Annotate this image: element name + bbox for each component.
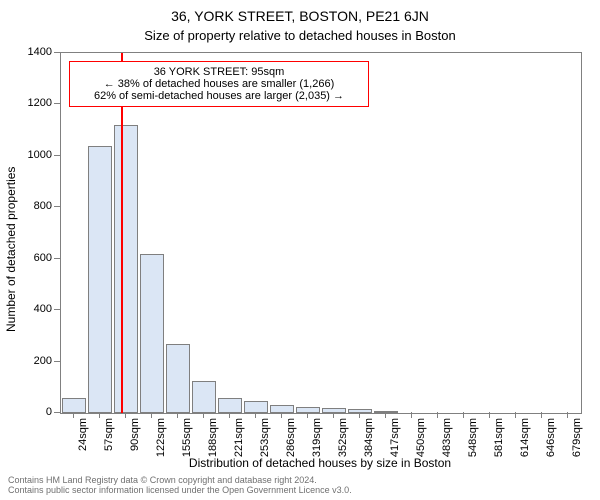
x-tick-mark xyxy=(515,412,516,418)
y-tick-label: 200 xyxy=(2,355,52,367)
x-tick-label: 221sqm xyxy=(233,418,245,457)
bar xyxy=(166,344,189,413)
y-tick-label: 600 xyxy=(2,252,52,264)
bar xyxy=(218,398,241,413)
x-tick-mark xyxy=(229,412,230,418)
annotation-line-1: 36 YORK STREET: 95sqm xyxy=(74,66,364,78)
x-tick-label: 352sqm xyxy=(337,418,349,457)
x-tick-label: 646sqm xyxy=(545,418,557,457)
x-axis-label: Distribution of detached houses by size … xyxy=(60,456,580,470)
x-tick-label: 155sqm xyxy=(181,418,193,457)
y-tick-label: 1400 xyxy=(2,46,52,58)
annotation-line-3: 62% of semi-detached houses are larger (… xyxy=(74,90,364,102)
x-tick-mark xyxy=(125,412,126,418)
x-tick-mark xyxy=(489,412,490,418)
bar xyxy=(114,125,137,413)
x-tick-mark xyxy=(255,412,256,418)
x-tick-mark xyxy=(177,412,178,418)
y-tick-label: 1000 xyxy=(2,149,52,161)
chart-container: 36, YORK STREET, BOSTON, PE21 6JN Size o… xyxy=(0,0,600,500)
x-tick-mark xyxy=(281,412,282,418)
x-tick-label: 286sqm xyxy=(285,418,297,457)
x-tick-label: 24sqm xyxy=(77,418,89,451)
bar xyxy=(88,146,111,413)
x-tick-mark xyxy=(73,412,74,418)
x-tick-label: 319sqm xyxy=(311,418,323,457)
reference-line xyxy=(121,53,123,413)
x-tick-label: 384sqm xyxy=(363,418,375,457)
annotation-box: 36 YORK STREET: 95sqm ← 38% of detached … xyxy=(69,61,369,107)
x-tick-mark xyxy=(541,412,542,418)
x-tick-mark xyxy=(359,412,360,418)
chart-subtitle: Size of property relative to detached ho… xyxy=(0,28,600,43)
x-tick-mark xyxy=(203,412,204,418)
bars-group xyxy=(61,53,581,413)
x-tick-mark xyxy=(333,412,334,418)
x-tick-mark xyxy=(463,412,464,418)
annotation-line-2: ← 38% of detached houses are smaller (1,… xyxy=(74,78,364,90)
x-tick-label: 188sqm xyxy=(207,418,219,457)
footer-line-2: Contains public sector information licen… xyxy=(8,486,352,496)
x-axis: 24sqm 57sqm 90sqm 122sqm 155sqm 188sqm 221sqm 2… xyxy=(60,412,580,462)
bar xyxy=(140,254,163,413)
x-tick-mark xyxy=(437,412,438,418)
y-axis: 0200400600800100012001400 xyxy=(0,52,60,412)
x-tick-label: 581sqm xyxy=(493,418,505,457)
x-tick-mark xyxy=(151,412,152,418)
x-tick-mark xyxy=(99,412,100,418)
x-tick-label: 614sqm xyxy=(519,418,531,457)
x-tick-mark xyxy=(385,412,386,418)
plot-area: 36 YORK STREET: 95sqm ← 38% of detached … xyxy=(60,52,582,414)
x-tick-label: 679sqm xyxy=(571,418,583,457)
x-tick-label: 122sqm xyxy=(155,418,167,457)
x-tick-label: 57sqm xyxy=(103,418,115,451)
x-tick-label: 548sqm xyxy=(467,418,479,457)
bar xyxy=(192,381,215,413)
x-tick-label: 450sqm xyxy=(415,418,427,457)
y-tick-label: 1200 xyxy=(2,97,52,109)
x-tick-label: 253sqm xyxy=(259,418,271,457)
x-tick-mark xyxy=(307,412,308,418)
x-tick-label: 90sqm xyxy=(129,418,141,451)
y-tick-label: 400 xyxy=(2,303,52,315)
x-tick-label: 417sqm xyxy=(389,418,401,457)
chart-title: 36, YORK STREET, BOSTON, PE21 6JN xyxy=(0,8,600,24)
x-tick-label: 483sqm xyxy=(441,418,453,457)
footer-credits: Contains HM Land Registry data © Crown c… xyxy=(8,476,352,496)
y-tick-label: 0 xyxy=(2,406,52,418)
x-tick-mark xyxy=(567,412,568,418)
x-tick-mark xyxy=(411,412,412,418)
bar xyxy=(62,398,85,413)
y-tick-label: 800 xyxy=(2,200,52,212)
